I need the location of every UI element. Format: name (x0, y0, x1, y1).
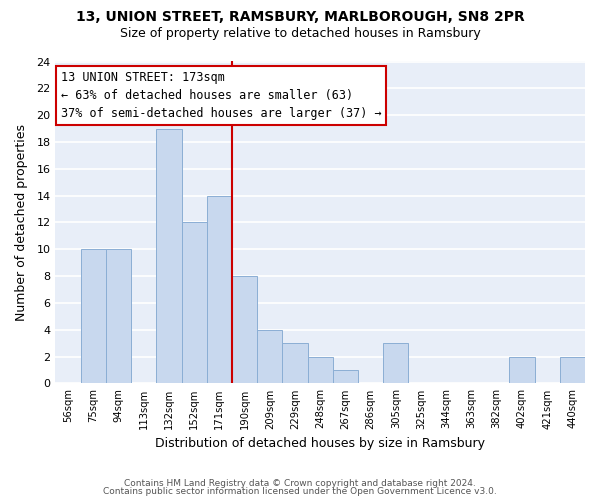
Bar (383, 343, 409, 384)
Bar (560, 356, 585, 384)
Bar (509, 356, 535, 384)
Bar (283, 343, 308, 384)
Text: Size of property relative to detached houses in Ramsbury: Size of property relative to detached ho… (119, 28, 481, 40)
Bar (333, 370, 358, 384)
X-axis label: Distribution of detached houses by size in Ramsbury: Distribution of detached houses by size … (155, 437, 485, 450)
Text: Contains HM Land Registry data © Crown copyright and database right 2024.: Contains HM Land Registry data © Crown c… (124, 478, 476, 488)
Bar (308, 356, 333, 384)
Bar (232, 276, 257, 384)
Bar (207, 196, 232, 384)
Bar (80, 250, 106, 384)
Y-axis label: Number of detached properties: Number of detached properties (15, 124, 28, 321)
Bar (257, 330, 283, 384)
Bar (182, 222, 207, 384)
Text: Contains public sector information licensed under the Open Government Licence v3: Contains public sector information licen… (103, 487, 497, 496)
Bar (157, 128, 182, 384)
Text: 13, UNION STREET, RAMSBURY, MARLBOROUGH, SN8 2PR: 13, UNION STREET, RAMSBURY, MARLBOROUGH,… (76, 10, 524, 24)
Bar (106, 250, 131, 384)
Text: 13 UNION STREET: 173sqm
← 63% of detached houses are smaller (63)
37% of semi-de: 13 UNION STREET: 173sqm ← 63% of detache… (61, 71, 382, 120)
